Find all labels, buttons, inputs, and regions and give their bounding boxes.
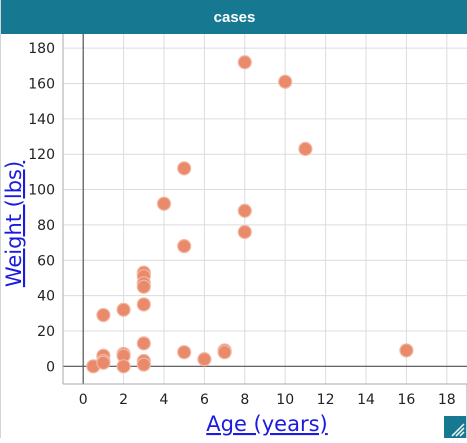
y-tick-label: 80 bbox=[37, 218, 55, 234]
x-tick-label: 8 bbox=[240, 392, 249, 408]
data-point bbox=[156, 196, 172, 211]
y-tick-label: 100 bbox=[28, 183, 55, 199]
y-axis-title[interactable]: Weight (lbs) bbox=[2, 161, 26, 287]
y-tick-label: 60 bbox=[37, 253, 55, 269]
data-point bbox=[177, 161, 192, 176]
y-tick-label: 20 bbox=[37, 324, 55, 340]
data-point bbox=[116, 302, 131, 317]
x-tick-label: 4 bbox=[160, 392, 169, 408]
window-titlebar[interactable]: cases bbox=[1, 0, 467, 34]
x-tick-label: 12 bbox=[317, 392, 335, 408]
data-point bbox=[136, 279, 151, 294]
data-point bbox=[237, 55, 252, 70]
data-point bbox=[136, 336, 151, 351]
scatter-plot[interactable]: 0 2 4 6 8 10 12 14 16 18 0 20 40 60 80 100 120 140 160 180… bbox=[1, 34, 467, 438]
data-point bbox=[237, 224, 252, 240]
x-tick-label: 16 bbox=[397, 392, 415, 408]
x-tick-label: 0 bbox=[79, 392, 88, 408]
data-point bbox=[399, 343, 414, 358]
data-point bbox=[136, 297, 151, 312]
data-point bbox=[177, 239, 192, 254]
data-point bbox=[298, 141, 313, 156]
data-points bbox=[86, 55, 414, 374]
data-point bbox=[237, 203, 252, 218]
x-tick-label: 18 bbox=[438, 392, 456, 408]
data-point bbox=[177, 345, 192, 360]
y-tick-label: 180 bbox=[28, 41, 55, 57]
y-tick-label: 140 bbox=[28, 112, 55, 128]
x-tick-label: 2 bbox=[119, 392, 128, 408]
resize-grip-icon[interactable] bbox=[444, 416, 466, 438]
window-title: cases bbox=[213, 8, 256, 26]
x-tick-label: 10 bbox=[276, 392, 294, 408]
y-tick-labels: 0 20 40 60 80 100 120 140 160 180 bbox=[28, 41, 55, 375]
x-tick-label: 14 bbox=[357, 392, 375, 408]
data-point bbox=[197, 352, 212, 367]
data-point bbox=[136, 357, 151, 372]
data-point bbox=[217, 345, 232, 360]
y-tick-label: 160 bbox=[28, 76, 55, 92]
data-point bbox=[116, 359, 131, 374]
y-tick-label: 40 bbox=[37, 289, 55, 305]
x-axis-title[interactable]: Age (years) bbox=[206, 412, 327, 436]
plot-background bbox=[63, 34, 467, 384]
data-point bbox=[96, 307, 111, 323]
data-point bbox=[96, 355, 111, 370]
x-tick-label: 6 bbox=[200, 392, 209, 408]
x-tick-labels: 0 2 4 6 8 10 12 14 16 18 bbox=[79, 392, 456, 408]
y-tick-label: 0 bbox=[46, 359, 55, 375]
y-tick-label: 120 bbox=[28, 147, 55, 163]
data-point bbox=[278, 74, 293, 89]
